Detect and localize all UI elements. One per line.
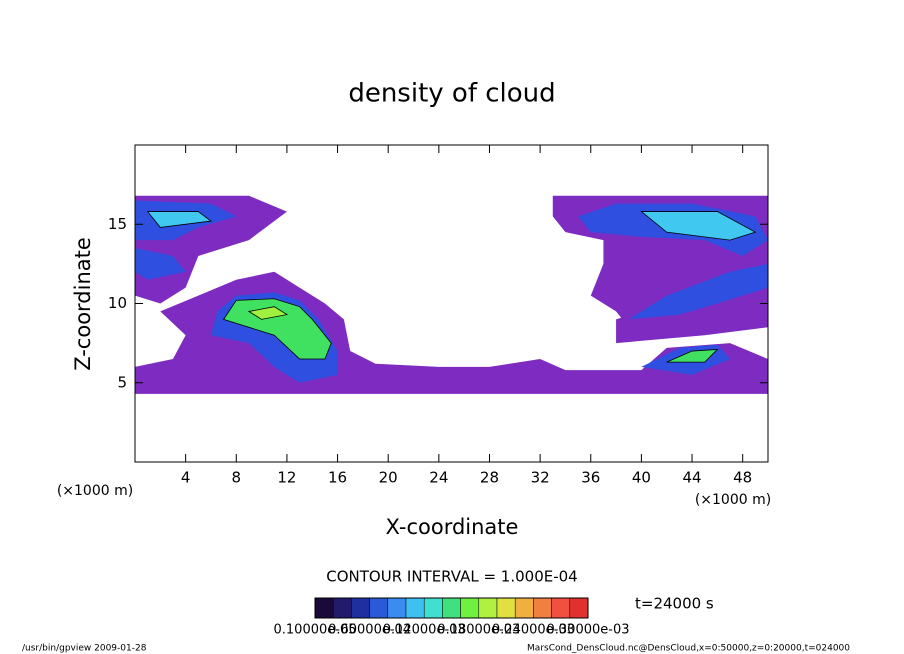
- colorbar-label: 0.24000e-03: [492, 623, 575, 638]
- x-tick-label: 44: [682, 469, 701, 487]
- colorbar-cell: [569, 597, 589, 619]
- colorbar-label: 0.60000e-04: [328, 623, 411, 638]
- colorbar-label: 0.18000e-03: [437, 623, 520, 638]
- contour-region: [222, 298, 332, 360]
- contour-region: [666, 348, 719, 363]
- chart-title: density of cloud: [348, 79, 555, 109]
- x-tick-label: 32: [531, 469, 550, 487]
- x-tick-label: 16: [328, 469, 347, 487]
- colorbar-label: 0.10000e-05: [274, 623, 357, 638]
- x-tick-label: 28: [480, 469, 499, 487]
- x-tick-label: 24: [429, 469, 448, 487]
- colorbar-cell: [514, 597, 534, 619]
- colorbar-cell: [405, 597, 425, 619]
- x-axis-label: X-coordinate: [386, 515, 519, 539]
- contour-region: [247, 306, 289, 320]
- colorbar-label: 0.12000e-03: [383, 623, 466, 638]
- contour-region: [640, 211, 757, 241]
- colorbar-cell: [478, 597, 498, 619]
- contour-region: [628, 263, 768, 320]
- colorbar-cell: [460, 597, 480, 619]
- x-tick-label: 48: [733, 469, 752, 487]
- y-axis-label: Z-coordinate: [71, 237, 95, 371]
- colorbar-cell: [551, 597, 571, 619]
- colorbar-cell: [387, 597, 407, 619]
- colorbar-cell: [496, 597, 516, 619]
- x-tick-label: 36: [581, 469, 600, 487]
- colorbar-cell: [533, 597, 552, 619]
- y-tick-label: 5: [117, 373, 127, 391]
- contour-interval: CONTOUR INTERVAL = 1.000E-04: [326, 568, 577, 586]
- colorbar-cell: [332, 597, 352, 619]
- colorbar-cell: [369, 597, 389, 619]
- colorbar-label: 0.30000e-03: [547, 623, 630, 638]
- colorbar-cell: [351, 597, 370, 619]
- colorbar-frame: [314, 597, 589, 619]
- x-tick-label: 4: [181, 469, 191, 487]
- footer: MarsCond_DensCloud.nc@DensCloud,x=0:5000…: [527, 644, 850, 654]
- y-tick-label: 15: [108, 215, 127, 233]
- y-tick-label: 10: [108, 294, 127, 312]
- x-tick-label: 8: [232, 469, 242, 487]
- x-unit-label: (×1000 m): [695, 492, 771, 508]
- time-label: t=24000 s: [635, 595, 714, 613]
- x-tick-label: 40: [632, 469, 651, 487]
- colorbar-cell: [442, 597, 461, 619]
- colorbar-cell: [423, 597, 443, 619]
- x-tick-label: 20: [379, 469, 398, 487]
- colorbar-cell: [314, 597, 334, 619]
- x-tick-label: 12: [277, 469, 296, 487]
- x-unit-label: (×1000 m): [57, 483, 133, 499]
- contour-region: [146, 211, 212, 228]
- footer: /usr/bin/gpview 2009-01-28: [22, 644, 147, 654]
- contour-region: [135, 248, 186, 280]
